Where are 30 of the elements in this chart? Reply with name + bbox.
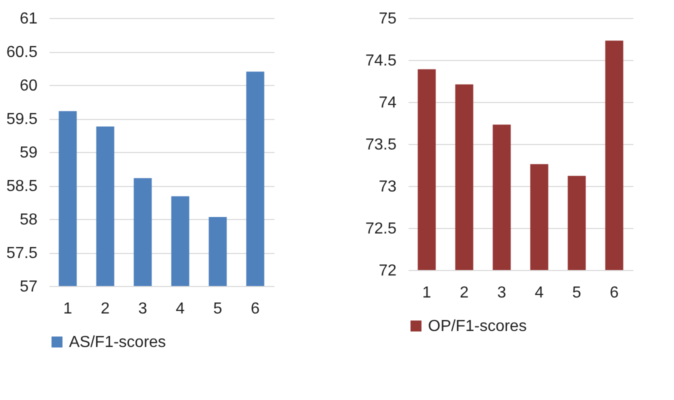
x-tick-label: 2 (460, 284, 469, 302)
y-tick-label: 59.5 (6, 111, 38, 128)
x-tick-label: 6 (610, 284, 619, 302)
y-tick-label: 72 (378, 262, 397, 280)
x-tick-label: 3 (138, 300, 148, 318)
x-tick-label: 6 (250, 300, 260, 318)
y-tick-label: 57.5 (6, 245, 38, 262)
y-tick-label: 57 (20, 278, 38, 296)
x-tick-label: 4 (176, 300, 185, 318)
x-tick-label: 5 (572, 284, 582, 302)
y-tick-label: 72.5 (365, 220, 397, 238)
y-tick-label: 74.5 (365, 52, 397, 70)
y-tick-label: 73.5 (365, 136, 397, 154)
y-tick-label: 73 (378, 178, 397, 196)
y-tick-label: 74 (378, 94, 397, 112)
y-tick-label: 59 (20, 144, 38, 162)
y-tick-label: 58.5 (6, 178, 38, 195)
legend-label: OP/F1-scores (428, 318, 527, 335)
x-tick-label: 3 (497, 284, 506, 302)
y-tick-label: 61 (20, 10, 38, 28)
y-tick-label: 75 (378, 10, 397, 28)
y-tick-label: 60.5 (6, 44, 38, 61)
y-tick-label: 60 (20, 78, 38, 94)
x-tick-label: 1 (422, 284, 432, 302)
legend-label: AS/F1-scores (69, 334, 166, 351)
x-tick-label: 5 (213, 300, 222, 318)
x-tick-label: 4 (534, 284, 544, 302)
x-tick-label: 1 (63, 300, 72, 318)
y-tick-label: 58 (20, 212, 38, 228)
x-tick-label: 2 (100, 300, 110, 318)
